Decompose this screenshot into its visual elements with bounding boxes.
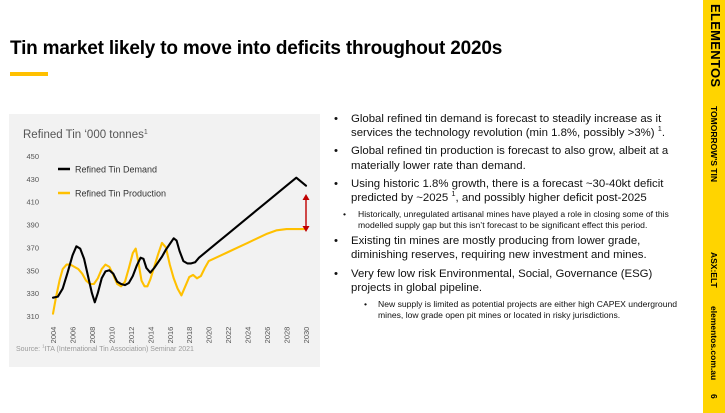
title-accent-bar bbox=[10, 72, 48, 76]
bullet-5: Existing tin mines are mostly producing … bbox=[334, 234, 689, 262]
legend-label: Refined Tin Demand bbox=[75, 165, 157, 175]
x-tick-label: 2030 bbox=[302, 327, 311, 344]
legend: Refined Tin Demand Refined Tin Production bbox=[58, 165, 166, 199]
slide-title: Tin market likely to move into deficits … bbox=[10, 38, 503, 59]
bullet-7: New supply is limited as potential proje… bbox=[334, 299, 689, 321]
x-tick-label: 2018 bbox=[185, 327, 194, 344]
y-axis: 310 330 350 370 390 410 430 450 bbox=[26, 152, 39, 321]
x-tick-label: 2020 bbox=[205, 327, 214, 344]
bullet-2: Global refined tin production is forecas… bbox=[334, 144, 689, 172]
bullet-4: Historically, unregulated artisanal mine… bbox=[334, 209, 689, 231]
x-tick-label: 2004 bbox=[49, 327, 58, 344]
x-tick-label: 2010 bbox=[107, 327, 116, 344]
page-number: 6 bbox=[709, 394, 719, 399]
y-tick-label: 450 bbox=[26, 152, 39, 161]
y-tick-label: 350 bbox=[26, 266, 39, 275]
y-tick-label: 390 bbox=[26, 221, 39, 230]
bullet-6: Very few low risk Environmental, Social,… bbox=[334, 267, 689, 295]
x-axis: 2004 2006 2008 2010 2012 2014 2016 2018 2020 2022… bbox=[49, 327, 311, 344]
x-tick-label: 2016 bbox=[166, 327, 175, 344]
y-tick-label: 410 bbox=[26, 198, 39, 207]
legend-label: Refined Tin Production bbox=[75, 189, 166, 199]
x-tick-label: 2026 bbox=[263, 327, 272, 344]
bullet-3: Using historic 1.8% growth, there is a f… bbox=[334, 177, 689, 205]
y-tick-label: 430 bbox=[26, 175, 39, 184]
x-tick-label: 2008 bbox=[88, 327, 97, 344]
x-tick-label: 2024 bbox=[244, 327, 253, 344]
brand-ticker: ASX:ELT bbox=[709, 252, 719, 288]
x-tick-label: 2012 bbox=[127, 327, 136, 344]
chart-source: Source: 1ITA (International Tin Associat… bbox=[16, 343, 194, 353]
brand-sidebar: ELEMENTOS TOMORROW'S TIN ASX:ELT element… bbox=[703, 0, 725, 413]
chart-title: Refined Tin ‘000 tonnes1 bbox=[23, 129, 148, 141]
chart-panel: Refined Tin ‘000 tonnes1 310 330 350 370 390… bbox=[9, 114, 320, 367]
x-tick-label: 2014 bbox=[146, 327, 155, 344]
brand-tagline: TOMORROW'S TIN bbox=[709, 106, 719, 182]
series-lines bbox=[51, 176, 308, 315]
brand-website: elementos.com.au bbox=[709, 306, 719, 381]
x-tick-label: 2028 bbox=[283, 327, 292, 344]
y-tick-label: 310 bbox=[26, 312, 39, 321]
y-tick-label: 330 bbox=[26, 289, 39, 298]
bullet-list: Global refined tin demand is forecast to… bbox=[334, 112, 689, 324]
deficit-arrow bbox=[302, 194, 310, 232]
x-tick-label: 2006 bbox=[68, 327, 77, 344]
bullet-1: Global refined tin demand is forecast to… bbox=[334, 112, 689, 140]
tin-chart: Refined Tin ‘000 tonnes1 310 330 350 370 390… bbox=[23, 129, 311, 344]
brand-name: ELEMENTOS bbox=[708, 4, 723, 88]
series-line-refined-tin-demand bbox=[51, 176, 308, 304]
y-tick-label: 370 bbox=[26, 243, 39, 252]
series-line-refined-tin-production bbox=[51, 228, 308, 315]
x-tick-label: 2022 bbox=[224, 327, 233, 344]
